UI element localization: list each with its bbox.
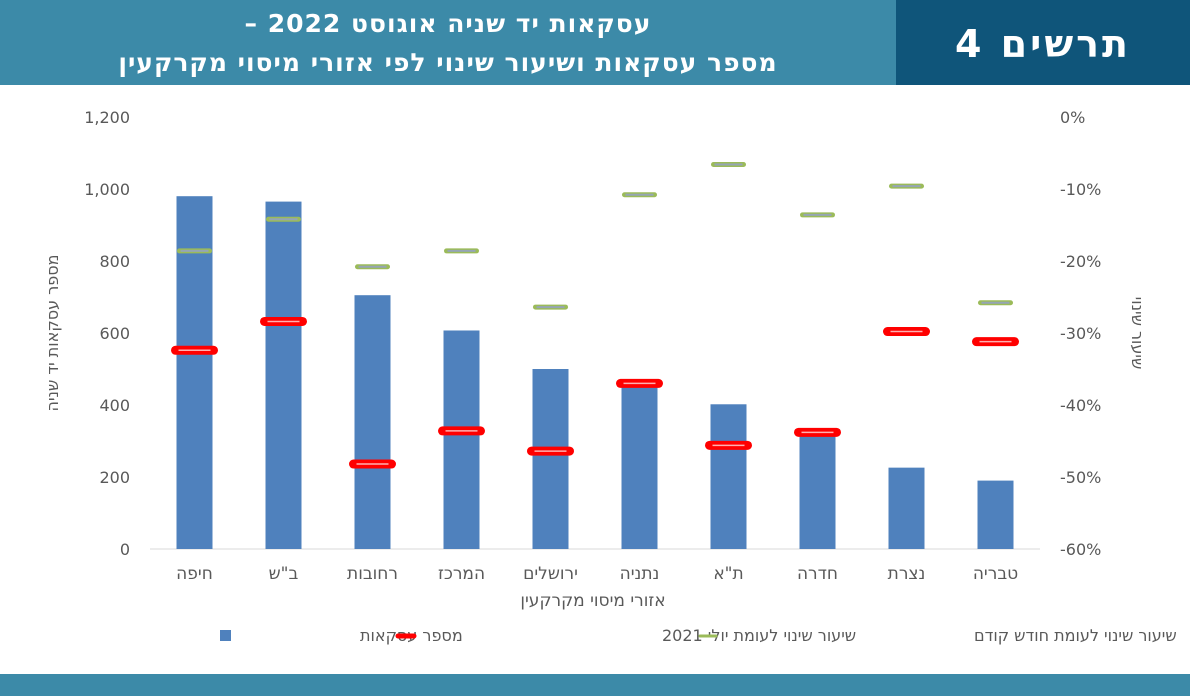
legend-label-yearly: שיעור שינוי לעומת יולי 2021 xyxy=(662,626,856,645)
bar-5 xyxy=(532,369,569,549)
figure-label: תרשים 4 xyxy=(955,22,1131,66)
page-title: עסקאות יד שניה אוגוסט 2022 – xyxy=(244,9,652,38)
y-axis-label: מספר עסקאות יד שניה xyxy=(43,255,62,412)
y2-tick-label: -50% xyxy=(1060,468,1101,487)
x-tick-label: נצרת xyxy=(888,564,926,584)
y2-tick-label: -30% xyxy=(1060,324,1101,343)
y-tick-label: 200 xyxy=(99,468,130,487)
y2-tick-label: -60% xyxy=(1060,540,1101,559)
footer-bar xyxy=(0,674,1190,696)
y2-tick-label: 0% xyxy=(1060,108,1085,127)
bar-6 xyxy=(621,379,658,549)
bar-3 xyxy=(354,295,391,549)
y2-tick-label: -10% xyxy=(1060,180,1101,199)
y2-tick-label: -40% xyxy=(1060,396,1101,415)
y-tick-label: 800 xyxy=(99,252,130,271)
x-tick-label: נתניה xyxy=(620,564,660,584)
y-tick-label: 600 xyxy=(99,324,130,343)
x-tick-label: ת"א xyxy=(713,564,743,584)
bar-8 xyxy=(799,434,836,549)
y2-axis-label: שיעור שינוי xyxy=(1128,297,1147,370)
bar-2 xyxy=(265,201,302,549)
x-tick-label: חיפה xyxy=(176,564,213,584)
x-tick-label: המרכז xyxy=(438,564,485,584)
x-tick-label: ירושלים xyxy=(523,564,578,584)
figure-label-area: תרשים 4 xyxy=(896,0,1190,85)
chart: מספר עסקאות יד שניה שיעור שינוי אזורי מי… xyxy=(43,108,1177,645)
bar-7 xyxy=(710,404,747,549)
bar-10 xyxy=(977,480,1014,549)
y-tick-label: 1,200 xyxy=(84,108,130,127)
y2-tick-label: -20% xyxy=(1060,252,1101,271)
x-tick-label: רחובות xyxy=(347,564,398,584)
y-tick-label: 1,000 xyxy=(84,180,130,199)
x-tick-label: חדרה xyxy=(797,564,838,584)
page-subtitle: מספר עסקאות ושיעור שינוי לפי אזורי מיסוי… xyxy=(118,48,778,77)
y-tick-label: 400 xyxy=(99,396,130,415)
x-tick-label: ב"ש xyxy=(269,564,299,584)
header-title-area: עסקאות יד שניה אוגוסט 2022 – מספר עסקאות… xyxy=(0,0,896,85)
bar-1 xyxy=(176,196,213,549)
x-tick-label: טבריה xyxy=(973,564,1018,584)
y-tick-label: 0 xyxy=(120,540,130,559)
bar-9 xyxy=(888,467,925,549)
bar-4 xyxy=(443,330,480,549)
x-axis-label: אזורי מיסוי מקרקעין xyxy=(520,591,665,611)
legend-swatch-bars xyxy=(220,630,231,641)
legend-label-monthly: שיעור שינוי לעומת חודש קודם xyxy=(974,626,1177,645)
